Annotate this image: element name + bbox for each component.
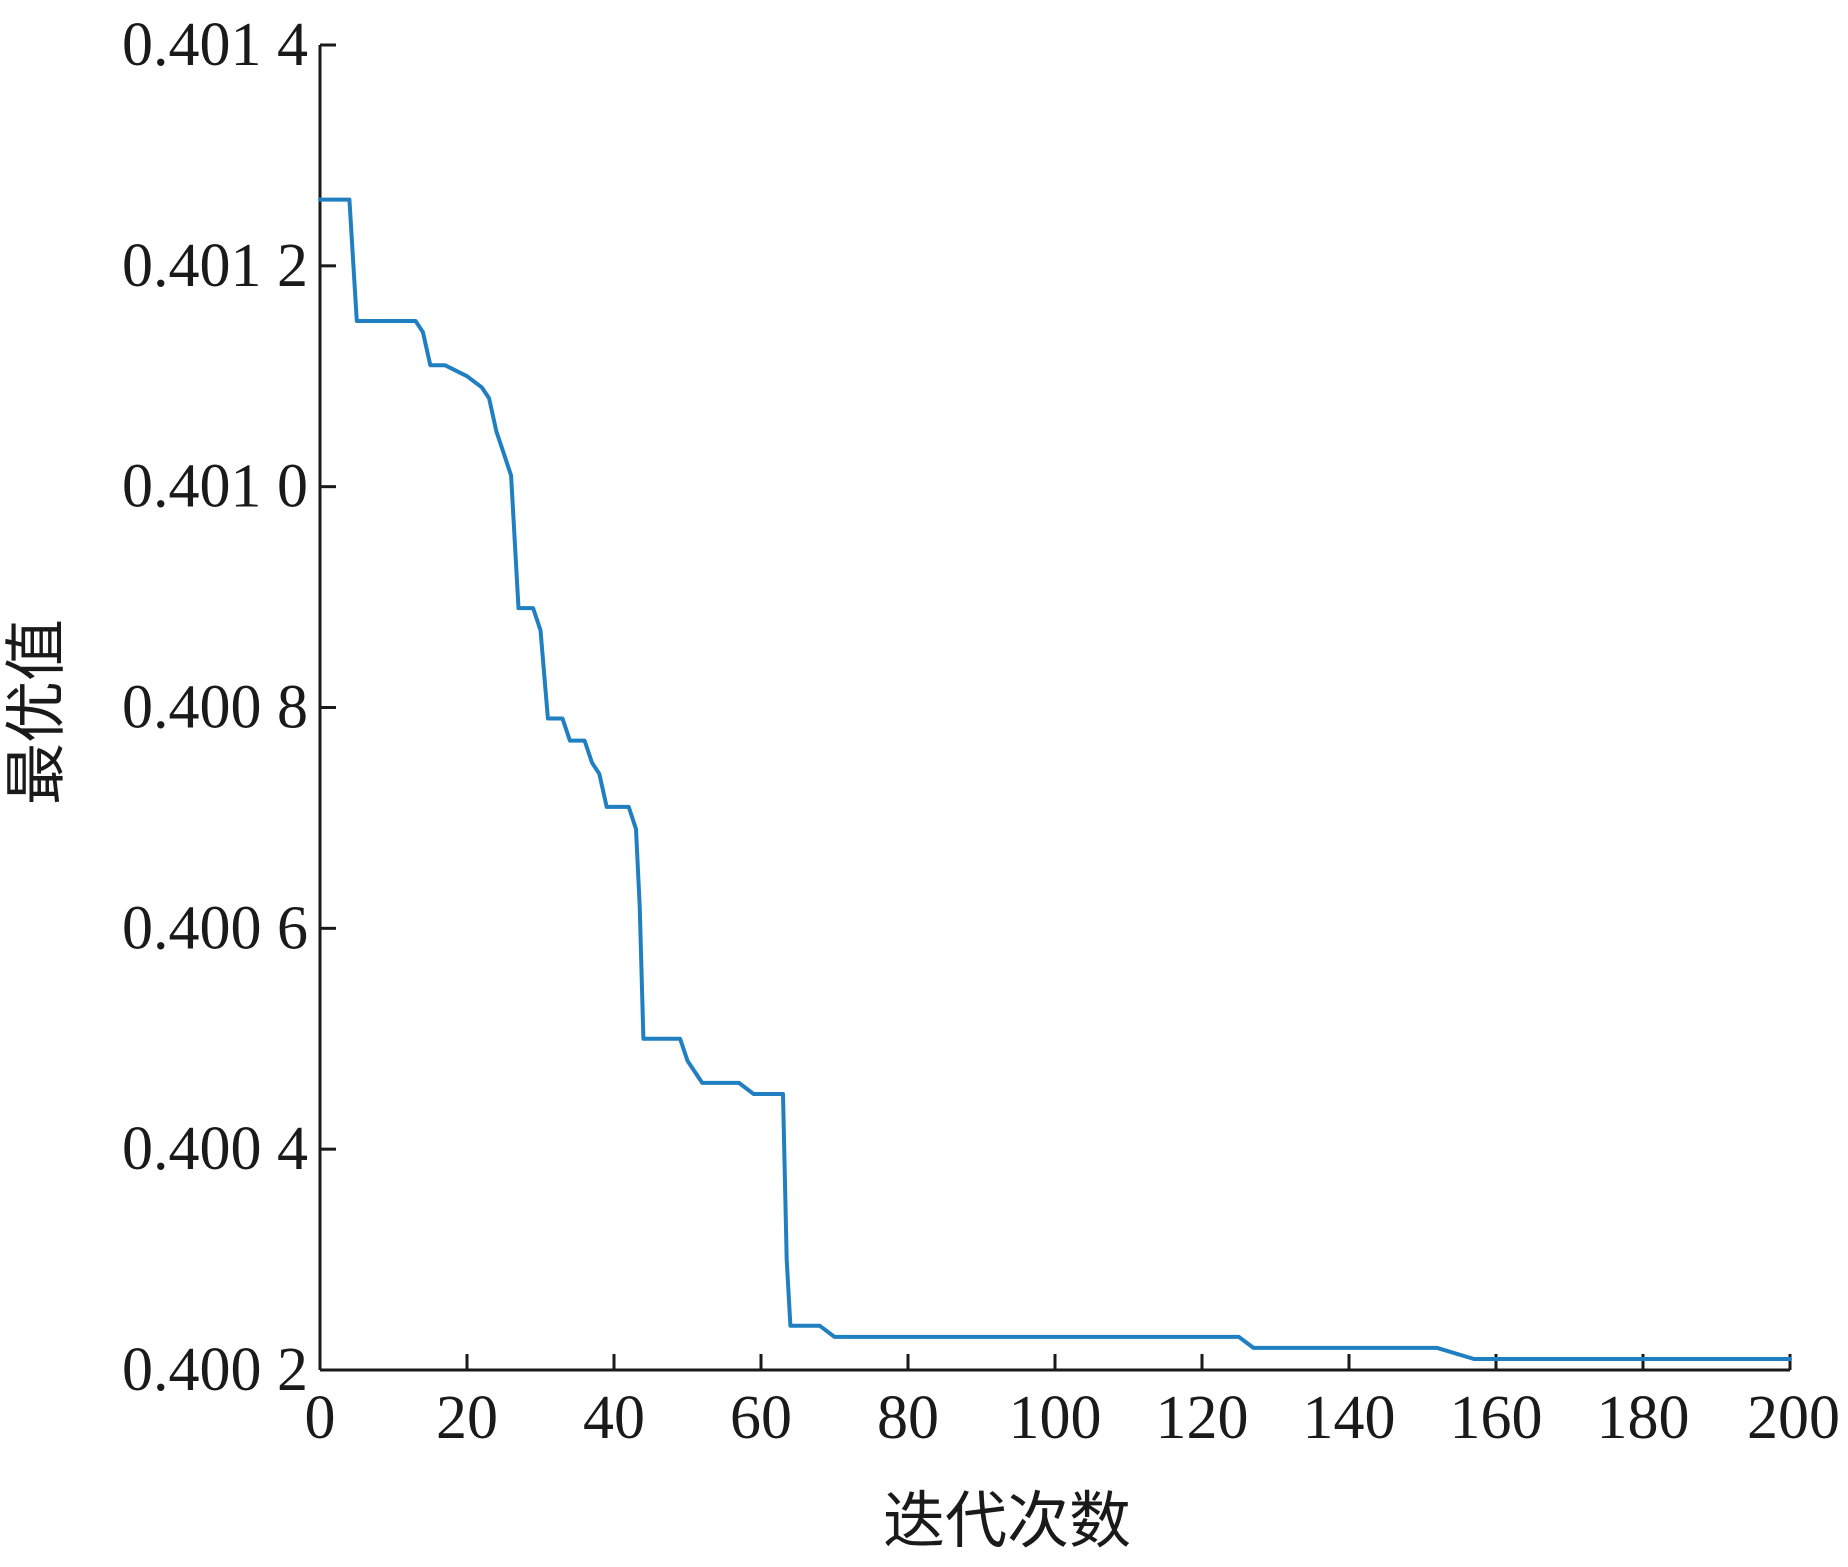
x-tick-label: 0 xyxy=(305,1384,336,1452)
series-line xyxy=(318,197,1792,1361)
x-tick-label: 200 xyxy=(1747,1384,1840,1452)
x-tick-label: 160 xyxy=(1450,1384,1543,1452)
x-tick-label: 20 xyxy=(436,1384,498,1452)
y-tick-label: 0.401 4 xyxy=(122,11,308,79)
x-tick-label: 100 xyxy=(1009,1384,1102,1452)
y-tick-label: 0.400 2 xyxy=(122,1336,308,1404)
y-tick-label: 0.400 6 xyxy=(122,894,308,962)
y-tick-label: 0.401 0 xyxy=(122,453,308,521)
x-axis-title: 迭代次数 xyxy=(883,1484,1131,1557)
y-tick-label: 0.400 4 xyxy=(122,1115,308,1183)
y-tick-label: 0.400 8 xyxy=(122,674,308,742)
series-group xyxy=(318,197,1792,1361)
x-tick-label: 120 xyxy=(1156,1384,1249,1452)
x-tick-label: 80 xyxy=(877,1384,939,1452)
x-tick-label: 40 xyxy=(583,1384,645,1452)
axes-group xyxy=(318,45,1790,1372)
ticks-group: 0 20 40 60 80 100 120 140 160 180 200 0.400 2 0.400 … xyxy=(122,11,1840,1452)
y-tick-label: 0.401 2 xyxy=(122,232,308,300)
x-tick-label: 180 xyxy=(1597,1384,1690,1452)
x-tick-label: 140 xyxy=(1303,1384,1396,1452)
y-axis-title: 最优值 xyxy=(0,619,73,805)
x-tick-label: 60 xyxy=(730,1384,792,1452)
